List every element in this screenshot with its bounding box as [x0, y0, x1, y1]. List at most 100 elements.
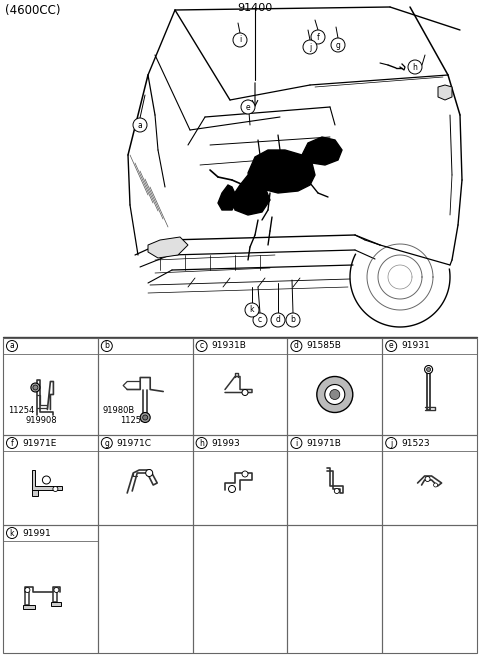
Polygon shape: [248, 150, 315, 193]
Text: 91991: 91991: [22, 529, 51, 538]
Circle shape: [196, 438, 207, 449]
Circle shape: [101, 438, 112, 449]
Text: c: c: [200, 341, 204, 350]
Circle shape: [7, 438, 17, 449]
Circle shape: [31, 383, 40, 392]
Polygon shape: [148, 237, 188, 258]
Polygon shape: [51, 602, 61, 606]
Circle shape: [330, 390, 340, 400]
Bar: [288, 435, 382, 525]
Polygon shape: [32, 470, 62, 490]
Text: g: g: [104, 438, 109, 447]
Text: f: f: [317, 33, 319, 41]
Circle shape: [242, 390, 248, 396]
Circle shape: [143, 415, 148, 420]
Circle shape: [196, 341, 207, 352]
Text: e: e: [246, 102, 250, 111]
Circle shape: [25, 588, 30, 593]
Circle shape: [140, 413, 150, 422]
Circle shape: [325, 384, 345, 405]
Circle shape: [303, 40, 317, 54]
Circle shape: [241, 100, 255, 114]
Circle shape: [386, 438, 396, 449]
Text: i: i: [295, 438, 298, 447]
Text: (4600CC): (4600CC): [5, 4, 60, 17]
Circle shape: [228, 485, 236, 493]
Text: 919908: 919908: [25, 416, 57, 425]
Text: a: a: [138, 121, 143, 130]
Circle shape: [425, 476, 430, 481]
Text: k: k: [250, 305, 254, 314]
Bar: [98, 435, 192, 525]
Circle shape: [386, 341, 396, 352]
Bar: [3, 338, 98, 435]
Polygon shape: [232, 175, 270, 215]
Circle shape: [245, 303, 259, 317]
Text: i: i: [239, 35, 241, 45]
Circle shape: [7, 341, 17, 352]
Text: b: b: [104, 341, 109, 350]
Text: 11254: 11254: [120, 416, 146, 425]
Circle shape: [311, 30, 325, 44]
Polygon shape: [24, 605, 36, 609]
Circle shape: [146, 470, 153, 476]
Text: a: a: [10, 341, 14, 350]
Circle shape: [427, 367, 431, 371]
Text: f: f: [11, 438, 13, 447]
Bar: [3, 525, 98, 653]
Bar: [192, 525, 288, 653]
Text: d: d: [294, 341, 299, 350]
Bar: [288, 338, 382, 435]
Bar: [192, 338, 288, 435]
Circle shape: [334, 489, 339, 493]
Circle shape: [425, 365, 432, 373]
Bar: [98, 525, 192, 653]
Text: d: d: [276, 316, 280, 324]
Text: c: c: [258, 316, 262, 324]
Text: k: k: [10, 529, 14, 538]
Text: 91971E: 91971E: [22, 438, 56, 447]
Text: g: g: [336, 41, 340, 50]
Bar: [288, 525, 382, 653]
Circle shape: [133, 118, 147, 132]
Circle shape: [433, 483, 438, 487]
Bar: [98, 338, 192, 435]
Circle shape: [33, 385, 38, 390]
Circle shape: [317, 377, 353, 413]
Circle shape: [286, 313, 300, 327]
Text: 91971C: 91971C: [117, 438, 152, 447]
Text: b: b: [290, 316, 295, 324]
Bar: [382, 525, 477, 653]
Circle shape: [242, 471, 248, 477]
Circle shape: [331, 38, 345, 52]
Circle shape: [408, 60, 422, 74]
Circle shape: [291, 341, 302, 352]
Circle shape: [7, 527, 17, 538]
Text: h: h: [413, 62, 418, 71]
Circle shape: [253, 313, 267, 327]
Polygon shape: [438, 85, 452, 100]
Text: 91993: 91993: [212, 438, 240, 447]
Text: 91931B: 91931B: [212, 341, 246, 350]
Circle shape: [291, 438, 302, 449]
Text: 91400: 91400: [238, 3, 273, 13]
Circle shape: [101, 341, 112, 352]
Bar: [382, 338, 477, 435]
Text: h: h: [199, 438, 204, 447]
Text: 11254: 11254: [8, 406, 34, 415]
Circle shape: [53, 487, 58, 491]
Circle shape: [271, 313, 285, 327]
Polygon shape: [218, 185, 238, 210]
Bar: [192, 435, 288, 525]
Text: j: j: [309, 43, 311, 52]
Polygon shape: [32, 490, 38, 496]
Text: j: j: [390, 438, 392, 447]
Text: 91971B: 91971B: [306, 438, 341, 447]
Circle shape: [42, 476, 50, 484]
Circle shape: [54, 588, 59, 593]
Polygon shape: [302, 137, 342, 165]
Text: e: e: [389, 341, 394, 350]
Text: 91931: 91931: [401, 341, 430, 350]
Text: 91523: 91523: [401, 438, 430, 447]
Bar: [3, 435, 98, 525]
